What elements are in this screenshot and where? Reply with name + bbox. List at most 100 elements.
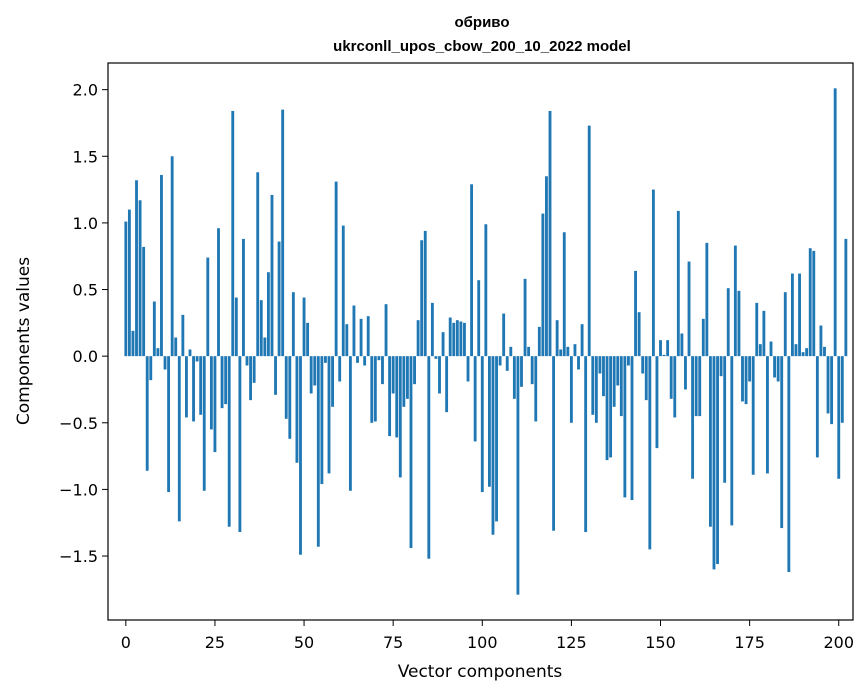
bar [441,332,445,357]
x-tick-label: 200 [823,633,854,652]
bar [295,356,299,463]
x-tick-label: 25 [205,633,225,652]
bar [281,109,285,357]
bar [523,278,527,357]
bar [284,356,288,419]
bar [309,356,313,394]
bar [659,340,662,357]
bar [616,356,620,386]
bar [160,174,163,357]
y-tick-label: 0.5 [73,281,98,300]
bar [545,176,548,357]
bar [320,356,324,485]
bar [594,356,598,423]
bar [569,356,573,423]
x-tick-label: 150 [645,633,676,652]
bar [776,356,780,382]
bar [177,356,181,522]
bar [641,356,645,374]
bar [773,356,776,378]
bar [769,341,773,357]
bar [619,356,623,417]
bar [801,352,805,357]
bar [445,356,449,413]
plot-frame [107,62,854,621]
bar [609,356,613,458]
y-tick-label: 1.5 [73,147,98,166]
bar [302,297,306,357]
bar [587,125,591,357]
bar [737,290,741,357]
bar [438,356,441,394]
bar [577,356,580,370]
bar [470,184,474,357]
bar [598,356,602,374]
bar [252,356,256,383]
bar [623,356,627,498]
x-tick-label: 75 [383,633,403,652]
bar [527,346,531,357]
bar [370,356,374,423]
bar [812,250,816,357]
bar [381,356,384,385]
bar [509,346,513,357]
bar [202,356,206,491]
bar [798,273,801,357]
bar [277,241,281,357]
bar [174,337,178,357]
bar [701,318,705,357]
bar [559,349,563,357]
bar [324,356,327,363]
bar [748,356,752,382]
bar [348,356,352,491]
bar [502,313,506,357]
bar [666,340,670,357]
bar [231,110,235,357]
bar [783,292,787,357]
bar [644,356,648,401]
bar [719,356,723,377]
bar [733,245,737,357]
bar [145,356,149,471]
y-tick-label: 1.0 [73,214,98,233]
bar [487,356,491,487]
bar [694,356,698,417]
bar [516,356,520,595]
bar [716,356,719,565]
y-axis: 2.0 1.5 1.0 0.5 0.0 −0.5 −1.0 −1.5 [59,81,108,566]
bar [455,320,459,357]
bar [573,344,577,357]
bar [823,346,826,357]
bar [338,356,342,382]
bar [249,356,253,401]
bar [127,209,131,357]
bar [352,305,356,357]
bar [124,221,128,357]
bar [259,300,263,357]
bar [238,356,242,533]
bar [755,302,759,357]
bar [520,356,523,387]
bar [341,225,345,357]
bar [167,356,171,493]
bar [730,356,734,526]
x-tick-label: 125 [556,633,587,652]
bar [691,356,695,479]
x-axis-label: Vector components [398,662,563,682]
bar [495,356,498,522]
bar [142,246,146,357]
bar [794,344,798,357]
bar [138,200,142,357]
bar [327,356,331,474]
bar [680,333,684,357]
bar [741,356,744,402]
bar [170,156,174,357]
bar [149,356,153,381]
bar [391,356,395,394]
y-tick-label: 2.0 [73,81,98,100]
y-tick-label: −1.5 [59,547,98,566]
bar [612,356,616,407]
bar [430,302,434,357]
bar [602,356,605,397]
bar [840,356,844,423]
